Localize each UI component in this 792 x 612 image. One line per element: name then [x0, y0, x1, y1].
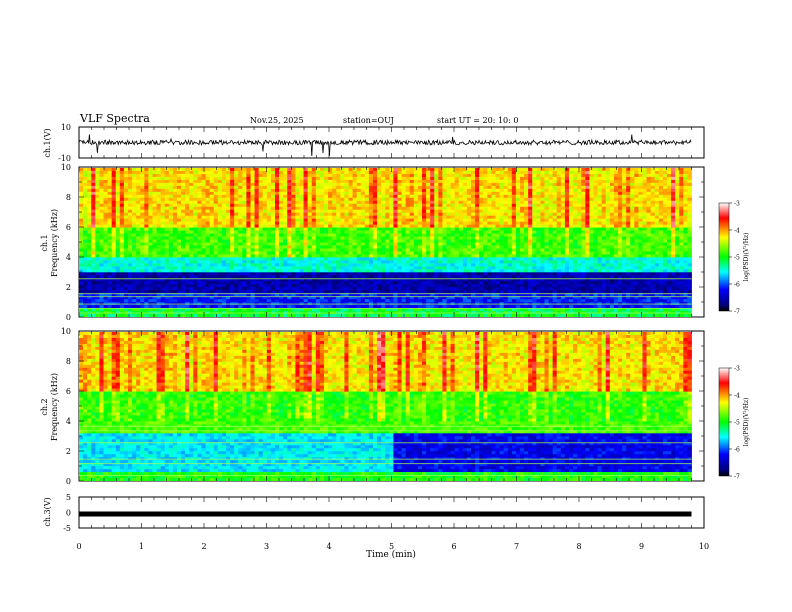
ch1-spectrogram-axis-label-line1: ch.1: [40, 234, 49, 251]
ch1-colorbar-tick-label: -3: [734, 201, 740, 208]
ch2-spectrogram-image: [79, 332, 692, 481]
ch1-waveform-ytick-label: -10: [58, 154, 71, 163]
x-tick-label: 1: [139, 542, 144, 551]
ch1-spectrogram-ytick-label: 2: [66, 283, 71, 292]
ch1-spectrogram-ytick-label: 8: [66, 193, 71, 202]
date-label: Nov.25, 2025: [250, 116, 304, 125]
ch2-spectrogram-ytick-label: 4: [66, 417, 71, 426]
ch2-colorbar: [718, 367, 730, 477]
x-tick-label: 9: [639, 542, 644, 551]
ch2-colorbar-tick-label: -4: [734, 393, 740, 400]
ch3-waveform-ytick-label: -5: [63, 524, 71, 533]
ch1-waveform-ytick-label: 10: [61, 123, 71, 132]
ch2-spectrogram-ytick-label: 10: [61, 327, 71, 336]
ch1-colorbar: [718, 202, 730, 312]
ch1-spectrogram-ytick-label: 10: [61, 163, 71, 172]
ch3-waveform-line: [79, 511, 692, 517]
ch2-spectrogram-ytick-label: 8: [66, 357, 71, 366]
ch1-voltage-axis-label: ch.1(V): [43, 128, 52, 157]
ch1-spectrogram-ytick-label: 0: [66, 313, 71, 322]
ch2-spectrogram-ytick-label: 6: [66, 387, 71, 396]
ch2-colorbar-tick-label: -3: [734, 366, 740, 373]
ch1-waveform-line: [78, 134, 692, 157]
ch1-colorbar-tick-label: -5: [734, 255, 740, 262]
x-tick-label: 3: [264, 542, 269, 551]
station-label: station=OUJ: [343, 116, 394, 125]
x-tick-label: 0: [76, 542, 81, 551]
start-ut-label: start UT = 20: 10: 0: [437, 116, 519, 125]
x-tick-label: 6: [451, 542, 456, 551]
chart-title: VLF Spectra: [80, 112, 150, 125]
ch2-spectrogram-ytick-label: 0: [66, 477, 71, 486]
x-tick-label: 2: [201, 542, 206, 551]
x-tick-label: 5: [389, 542, 394, 551]
ch3-voltage-axis-label: ch.3(V): [43, 497, 52, 526]
ch2-colorbar-tick-label: -6: [734, 447, 740, 454]
x-axis-label: Time (min): [366, 549, 416, 560]
ch1-spectrogram-ytick-label: 6: [66, 223, 71, 232]
x-tick-label: 8: [576, 542, 581, 551]
ch1-spectrogram-ytick-label: 4: [66, 253, 71, 262]
ch1-spectrogram-image: [79, 168, 692, 317]
ch1-colorbar-tick-label: -6: [734, 282, 740, 289]
ch2-colorbar-tick-label: -7: [734, 474, 740, 481]
x-tick-label: 10: [699, 542, 709, 551]
ch2-spectrogram-axis-label-line1: ch.2: [40, 398, 49, 415]
ch3-waveform-ytick-label: 0: [66, 509, 71, 518]
ch2-spectrogram-ytick-label: 2: [66, 447, 71, 456]
ch1-colorbar-label: log(PSD)(V²/Hz): [743, 233, 750, 282]
ch1-spectrogram-axis-label-line2: Frequency (kHz): [50, 209, 59, 277]
x-tick-label: 7: [514, 542, 519, 551]
ch2-spectrogram-axis-label-line2: Frequency (kHz): [50, 373, 59, 441]
ch3-waveform-ytick-label: 5: [66, 493, 71, 502]
ch1-colorbar-tick-label: -4: [734, 228, 740, 235]
ch1-colorbar-tick-label: -7: [734, 309, 740, 316]
x-tick-label: 4: [326, 542, 331, 551]
ch2-colorbar-label: log(PSD)(V²/Hz): [743, 398, 750, 447]
ch2-colorbar-tick-label: -5: [734, 420, 740, 427]
